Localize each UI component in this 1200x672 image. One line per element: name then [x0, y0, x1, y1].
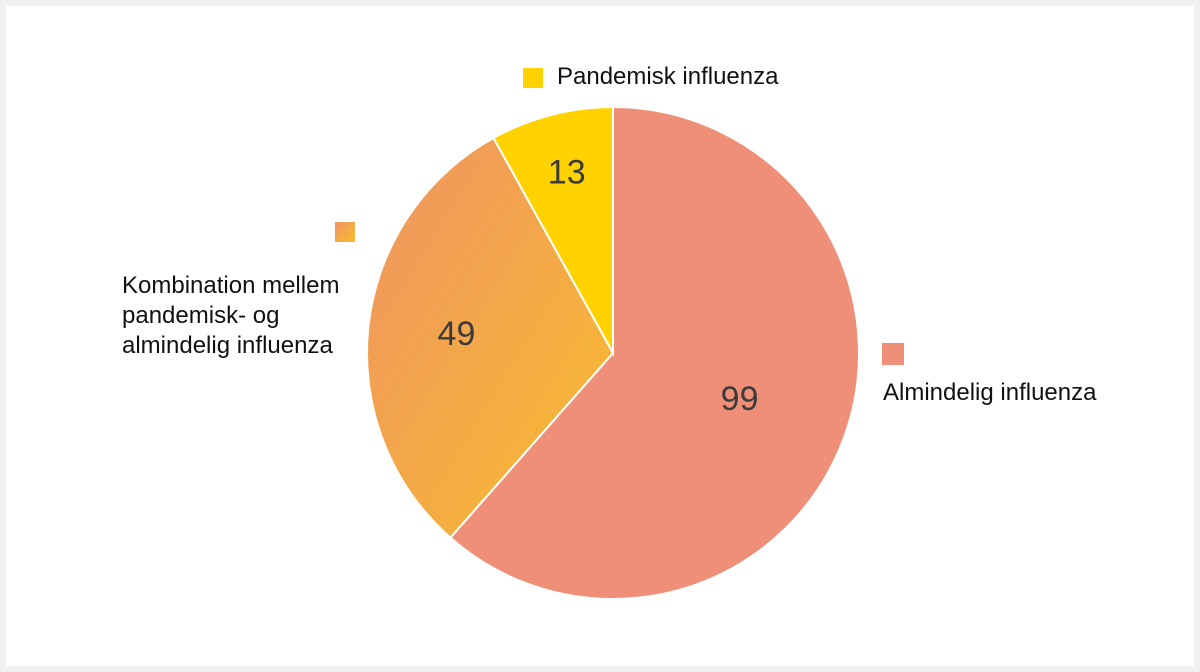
- data-label-kombination: 49: [438, 315, 476, 353]
- data-label-pandemisk-influenza: 13: [548, 153, 586, 191]
- data-label-almindelig-influenza: 99: [721, 380, 759, 418]
- legend-swatch-pandemisk-influenza: [523, 68, 543, 88]
- legend-label-pandemisk-influenza: Pandemisk influenza: [557, 63, 779, 90]
- legend-label-almindelig-influenza: Almindelig influenza: [883, 379, 1097, 406]
- legend-swatch-almindelig-influenza: [882, 343, 904, 365]
- legend-swatch-kombination: [335, 222, 355, 242]
- pie-slice-almindelig-influenza: [449, 105, 860, 600]
- legend-label-kombination: Kombination mellem pandemisk- og alminde…: [122, 272, 340, 359]
- pie-slice-pandemisk-influenza: [492, 105, 614, 357]
- pie-slice-kombination: [366, 136, 615, 540]
